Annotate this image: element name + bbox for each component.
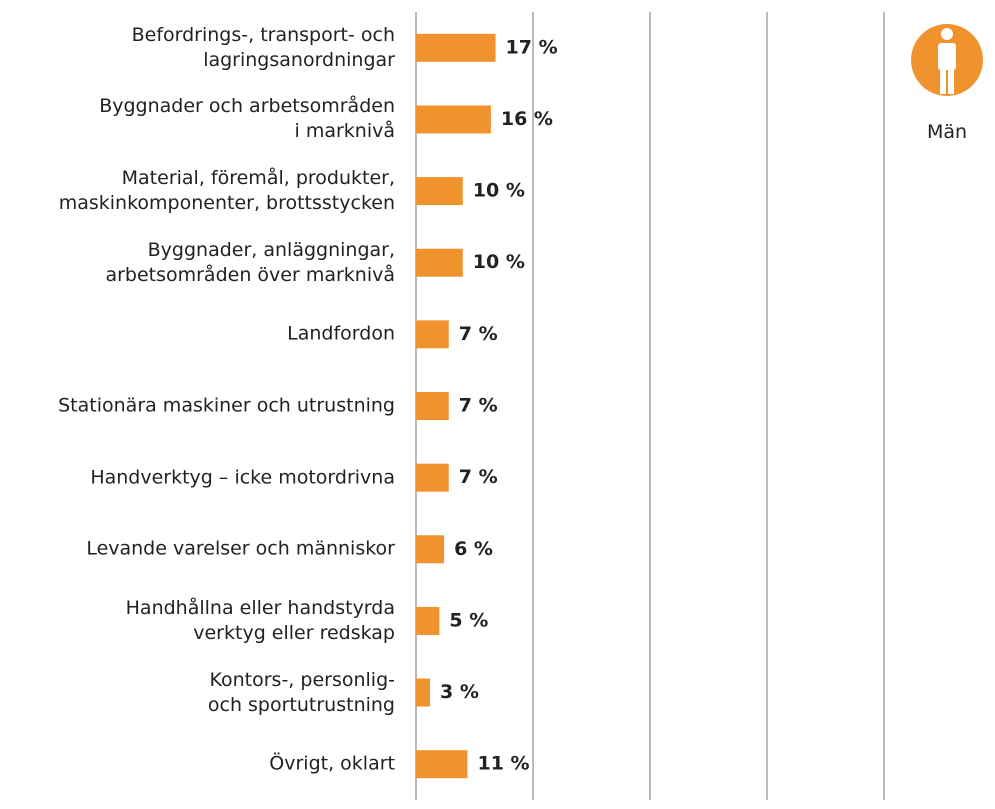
bar [416,535,445,564]
category-label: Övrigt, oklart [269,752,395,775]
category-label: Material, föremål, produkter, maskinkomp… [58,167,395,215]
value-label: 10 % [473,251,525,273]
category-label: Byggnader och arbetsområden i marknivå [99,95,395,143]
bar [416,678,431,707]
bar [416,105,491,134]
category-label: Befordrings-, transport- och lagringsano… [131,23,395,71]
bar [416,606,440,635]
bar [416,33,496,62]
category-label: Landfordon [287,322,395,345]
value-label: 17 % [506,36,558,58]
value-label: 7 % [459,466,498,488]
category-label: Byggnader, anläggningar, arbetsområden ö… [105,238,395,286]
legend-icon [911,24,983,96]
bar [416,463,449,492]
value-label: 6 % [454,538,493,560]
bar [416,392,449,420]
value-label: 7 % [459,395,498,417]
icon-body [938,43,956,70]
icon-leg [948,68,954,94]
category-label: Stationära maskiner och utrustning [58,394,395,417]
value-label: 11 % [477,753,529,775]
category-label: Levande varelser och människor [86,537,395,560]
icon-head [941,28,953,40]
category-label: Kontors-, personlig- och sportutrustning [207,668,395,716]
bar [416,248,463,277]
bar [416,750,468,779]
legend-label: Män [927,121,967,143]
bar [416,177,463,206]
value-label: 16 % [501,108,553,130]
bar [416,320,449,349]
plot: 17 % 16 % 10 % 10 % 7 % 7 % 7 % 6 % 5 % 3 % 11 % [415,12,885,800]
value-label: 7 % [459,323,498,345]
value-label: 3 % [440,681,479,703]
value-label: 10 % [473,180,525,202]
value-label: 5 % [449,609,488,631]
category-label: Handhållna eller handstyrda verktyg elle… [125,596,395,644]
icon-leg [940,68,946,94]
category-label: Handverktyg – icke motordrivna [90,466,395,489]
